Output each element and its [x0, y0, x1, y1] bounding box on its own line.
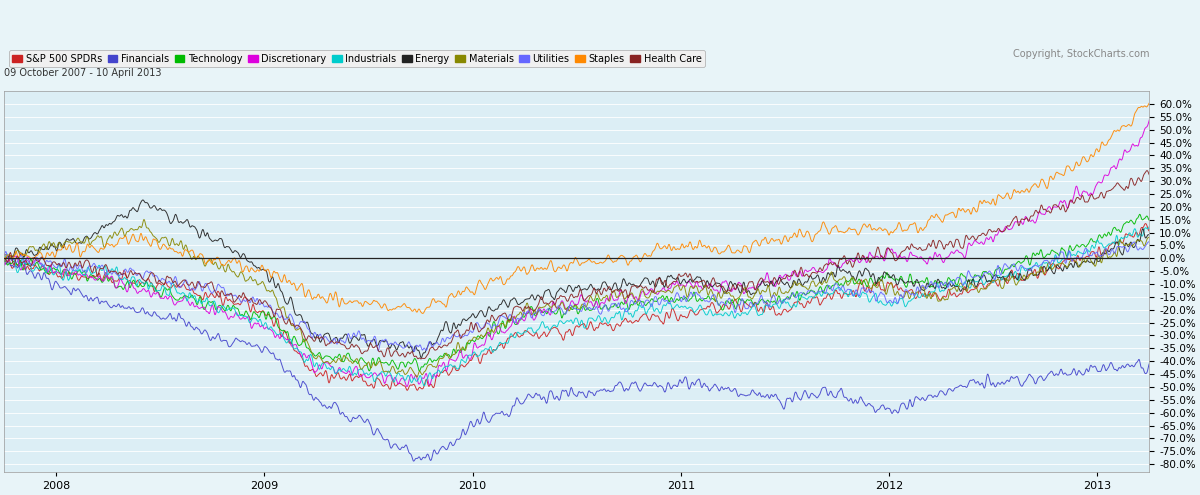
Text: Copyright, StockCharts.com: Copyright, StockCharts.com	[1013, 49, 1150, 59]
Legend: S&P 500 SPDRs, Financials, Technology, Discretionary, Industrials, Energy, Mater: S&P 500 SPDRs, Financials, Technology, D…	[10, 50, 704, 67]
Text: 09 October 2007 - 10 April 2013: 09 October 2007 - 10 April 2013	[4, 68, 162, 78]
